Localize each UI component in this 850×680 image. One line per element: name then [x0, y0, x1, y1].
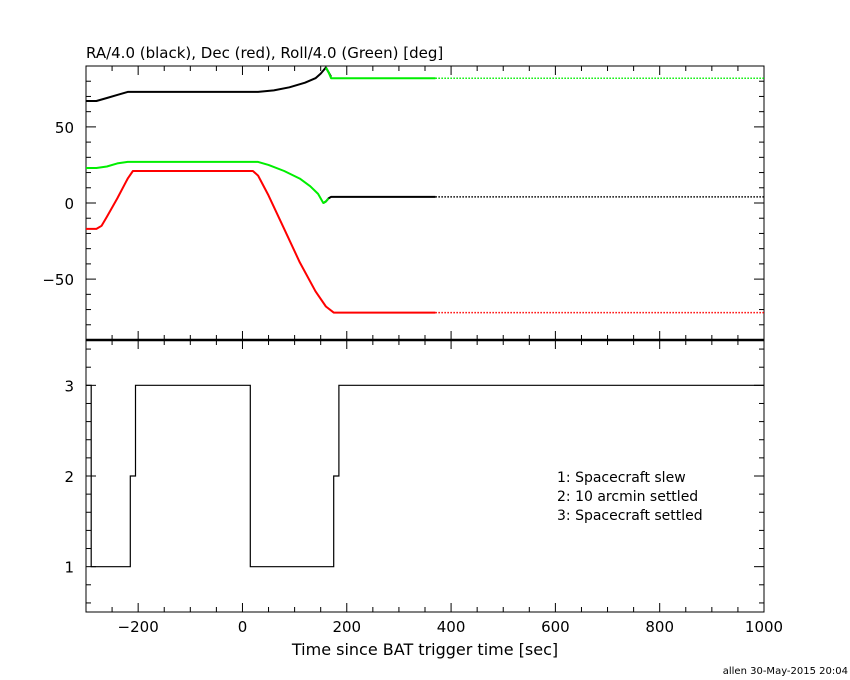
top-series-line-4: [325, 67, 436, 80]
footer-credit: allen 30-May-2015 20:04: [723, 666, 848, 677]
top-series-line-3: [86, 160, 330, 204]
legend-entry: 2: 10 arcmin settled: [557, 489, 698, 505]
bottom-y-tick-label: 2: [64, 468, 74, 486]
legend-entry: 1: Spacecraft slew: [557, 470, 686, 486]
attitude-panel: −50 0 50: [42, 65, 765, 341]
x-tick-label: 800: [645, 618, 674, 636]
top-y-tick-label: 50: [55, 119, 74, 137]
legend-entry: 3: Spacecraft settled: [557, 508, 703, 524]
x-tick-label: 200: [332, 618, 361, 636]
x-tick-label: −200: [118, 618, 159, 636]
x-tick-label: 600: [541, 618, 570, 636]
top-chart-title: RA/4.0 (black), Dec (red), Roll/4.0 (Gre…: [86, 44, 443, 62]
x-tick-label: 1000: [745, 618, 783, 636]
settle-status-panel: 1 2 3 −200 0 200 400 600 800 1000 1: Spacecraft sl…: [64, 339, 783, 636]
x-axis-label: Time since BAT trigger time [sec]: [291, 640, 558, 659]
bottom-y-tick-label: 1: [64, 559, 74, 577]
top-y-tick-label: −50: [42, 271, 74, 289]
x-tick-label: 0: [238, 618, 248, 636]
x-tick-label: 400: [437, 618, 466, 636]
top-y-tick-label: 0: [64, 195, 74, 213]
top-plot-frame: [85, 65, 765, 341]
bottom-y-tick-label: 3: [64, 377, 74, 395]
bottom-series-line-0: [86, 384, 764, 568]
top-series-line-1: [322, 195, 436, 204]
top-series-line-6: [86, 170, 436, 314]
top-series-line-0: [86, 66, 332, 102]
